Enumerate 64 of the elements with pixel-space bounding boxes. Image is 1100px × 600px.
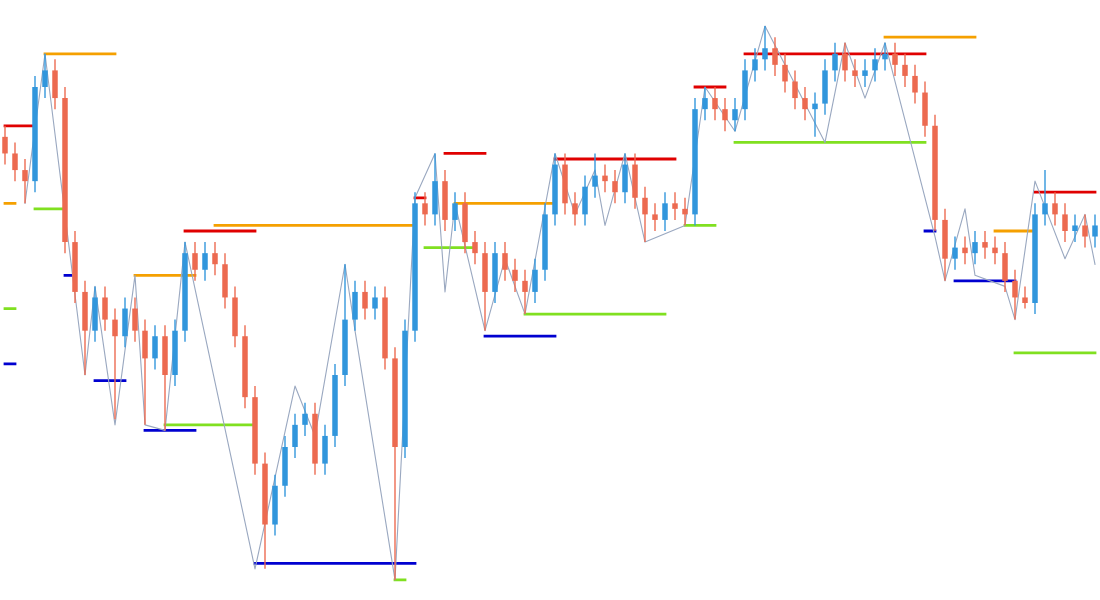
candlestick xyxy=(842,41,848,83)
candlestick xyxy=(782,53,788,94)
candlestick xyxy=(962,235,968,265)
candlestick xyxy=(972,230,978,265)
candlestick xyxy=(1072,213,1078,243)
candlestick xyxy=(652,202,658,232)
candlestick xyxy=(902,53,908,88)
candlestick xyxy=(752,47,758,83)
candlestick xyxy=(872,47,878,83)
candlestick xyxy=(192,241,198,282)
candlestick xyxy=(732,97,738,133)
candlestick xyxy=(802,86,808,121)
candlestick xyxy=(592,152,598,199)
candlestick xyxy=(772,36,778,77)
candlestick xyxy=(682,197,688,227)
candlestick xyxy=(512,257,518,293)
candlestick xyxy=(662,191,668,232)
candlestick xyxy=(302,401,308,437)
candlestick xyxy=(132,296,138,343)
candlestick xyxy=(1022,285,1028,310)
candlestick xyxy=(702,86,708,121)
candlestick xyxy=(502,241,508,282)
candlestick xyxy=(1012,269,1018,321)
candlestick xyxy=(112,307,118,421)
candlestick xyxy=(572,191,578,227)
candlestick xyxy=(292,413,298,459)
candlestick xyxy=(452,191,458,232)
candlestick xyxy=(102,285,108,332)
candlestick xyxy=(362,280,368,321)
candlestick xyxy=(22,158,28,205)
candlestick xyxy=(712,86,718,121)
candlestick xyxy=(522,269,528,315)
candlestick xyxy=(422,191,428,227)
candlestick xyxy=(672,191,678,221)
candlestick xyxy=(862,58,868,88)
candlestick xyxy=(1082,213,1088,249)
candlestick xyxy=(992,235,998,265)
candlestick xyxy=(852,58,858,88)
candlestick xyxy=(762,25,768,72)
candlestick xyxy=(152,324,158,371)
candlestick xyxy=(612,169,618,205)
candlestick xyxy=(1052,191,1058,227)
candlestick xyxy=(372,285,378,321)
candlestick xyxy=(812,91,818,138)
candlestick xyxy=(472,230,478,265)
candlestick xyxy=(602,163,608,193)
candlestick xyxy=(722,97,728,133)
candlestick xyxy=(202,241,208,282)
candlestick xyxy=(2,125,8,166)
candlestick xyxy=(792,69,798,110)
candlestick xyxy=(1062,202,1068,243)
candlestick xyxy=(912,64,918,105)
candlestick xyxy=(882,41,888,72)
candlestick xyxy=(982,230,988,260)
candlestick xyxy=(832,41,838,83)
candlestick xyxy=(892,41,898,77)
candlestick xyxy=(42,53,48,99)
candlestick xyxy=(1092,213,1098,249)
candlestick xyxy=(532,257,538,304)
candlestick xyxy=(12,141,18,182)
candlestick xyxy=(1042,169,1048,227)
candlestick xyxy=(952,235,958,271)
candlestick xyxy=(212,241,218,277)
candlestick xyxy=(642,185,648,243)
